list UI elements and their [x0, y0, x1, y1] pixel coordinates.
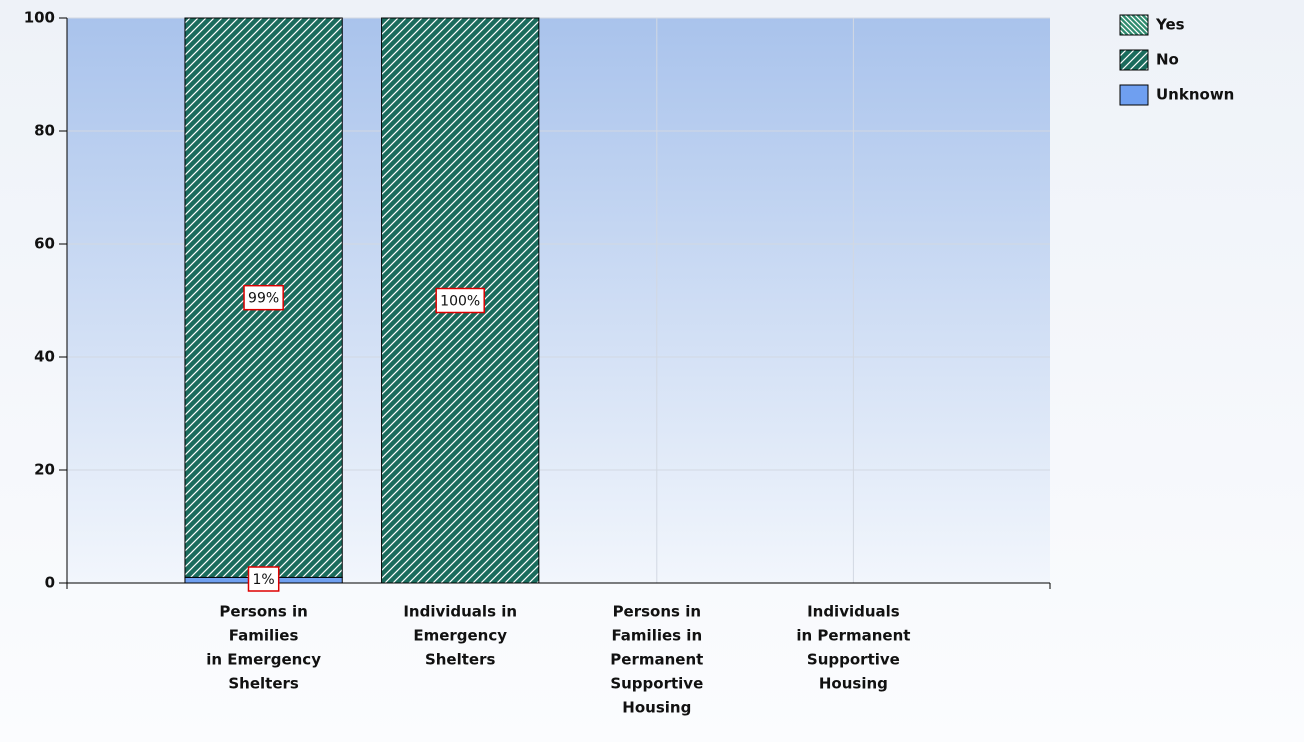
legend-swatch: [1119, 49, 1149, 71]
y-tick-label: 100: [24, 9, 55, 27]
x-tick-label: Supportive: [610, 675, 703, 693]
value-label: 99%: [248, 291, 279, 307]
legend-label: No: [1156, 51, 1179, 69]
x-tick-label: Families in: [611, 627, 702, 645]
x-tick-label: Individuals: [807, 603, 900, 621]
value-label: 100%: [440, 294, 480, 310]
x-tick-label: Supportive: [807, 651, 900, 669]
x-tick-label: Emergency: [413, 627, 507, 645]
legend-label: Unknown: [1156, 86, 1234, 104]
x-tick-label: Shelters: [228, 675, 299, 693]
x-tick-label: in Permanent: [796, 627, 910, 645]
legend-swatch: [1119, 84, 1149, 106]
value-label-box: [247, 566, 280, 592]
x-tick-label: Persons in: [613, 603, 701, 621]
x-tick-label: Permanent: [610, 651, 703, 669]
x-tick-label: Housing: [819, 675, 888, 693]
value-label-box: [243, 284, 284, 311]
y-tick-label: 20: [34, 461, 55, 479]
value-label: 1%: [252, 572, 274, 588]
x-tick-label: in Emergency: [206, 651, 321, 669]
x-tick-label: Individuals in: [403, 603, 517, 621]
y-tick-label: 0: [45, 574, 55, 592]
x-tick-label: Families: [229, 627, 299, 645]
x-tick-label: Shelters: [425, 651, 496, 669]
legend-label: Yes: [1155, 16, 1185, 34]
value-label-box: [435, 287, 485, 314]
x-tick-label: Housing: [622, 699, 691, 717]
y-tick-label: 80: [34, 122, 55, 140]
y-tick-label: 60: [34, 235, 55, 253]
legend-swatch: [1119, 14, 1149, 36]
y-tick-label: 40: [34, 348, 55, 366]
x-tick-label: Persons in: [219, 603, 307, 621]
